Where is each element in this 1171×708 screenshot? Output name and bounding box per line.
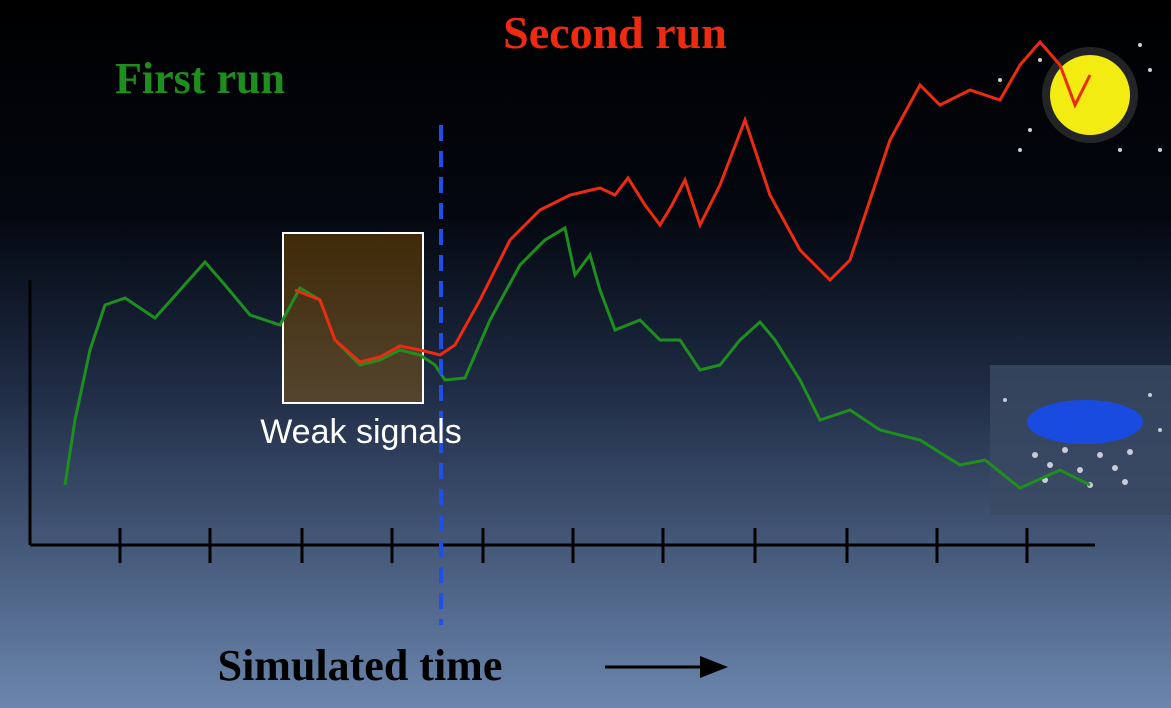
weak-signals-box [283, 233, 423, 403]
second-run-label: Second run [503, 7, 727, 58]
background [0, 0, 1171, 708]
slide: Second run First run Weak signals Simula… [0, 0, 1171, 708]
page: Second run First run Weak signals Simula… [0, 0, 1171, 708]
x-axis-label: Simulated time [218, 641, 503, 690]
weak-signals-label: Weak signals [260, 413, 462, 451]
first-run-label: First run [115, 54, 285, 103]
cloud-icon [1027, 400, 1143, 444]
